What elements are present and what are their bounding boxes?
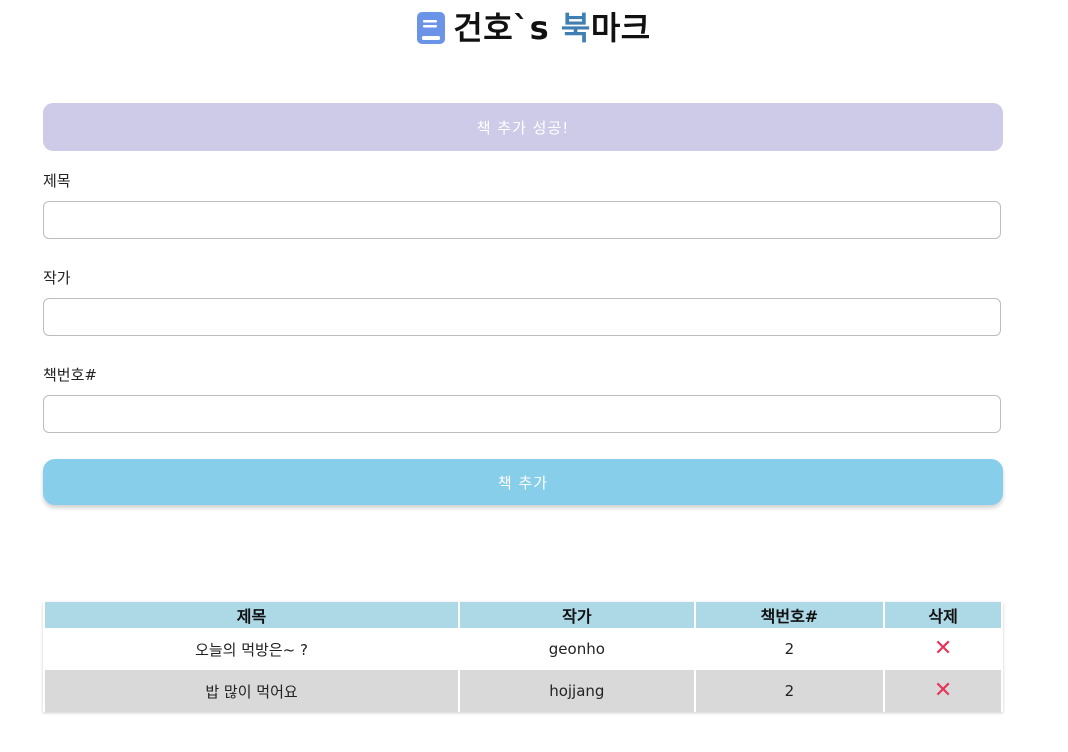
cell-title: 밥 많이 먹어요 xyxy=(42,670,461,712)
title-label: 제목 xyxy=(43,172,71,190)
close-icon[interactable]: ✕ xyxy=(933,678,953,703)
col-header-title: 제목 xyxy=(42,602,461,628)
page-header: 건호`s 북마크 xyxy=(0,8,1068,48)
cell-author: geonho xyxy=(458,628,696,670)
table-row: 오늘의 먹방은~ ? geonho 2 ✕ xyxy=(42,628,1003,670)
author-input[interactable] xyxy=(43,298,1001,336)
cell-delete: ✕ xyxy=(883,628,1003,670)
page-title: 건호`s 북마크 xyxy=(453,8,650,48)
cell-author: hojjang xyxy=(458,670,696,712)
col-header-isbn: 책번호# xyxy=(693,602,886,628)
title-accent: 북 xyxy=(560,9,591,47)
isbn-label: 책번호# xyxy=(43,366,97,384)
table-row: 밥 많이 먹어요 hojjang 2 ✕ xyxy=(42,670,1003,712)
title-main: 건호`s xyxy=(453,9,561,47)
cell-delete: ✕ xyxy=(883,670,1003,712)
isbn-input[interactable] xyxy=(43,395,1001,433)
cell-title: 오늘의 먹방은~ ? xyxy=(42,628,461,670)
add-book-button[interactable]: 책 추가 xyxy=(43,459,1003,505)
success-alert: 책 추가 성공! xyxy=(43,103,1003,151)
author-label: 작가 xyxy=(43,269,71,287)
col-header-author: 작가 xyxy=(458,602,696,628)
book-table: 제목 작가 책번호# 삭제 오늘의 먹방은~ ? geonho 2 ✕ 밥 많이… xyxy=(42,602,1003,712)
close-icon[interactable]: ✕ xyxy=(933,636,953,661)
table-header-row: 제목 작가 책번호# 삭제 xyxy=(42,602,1003,628)
col-header-delete: 삭제 xyxy=(883,602,1003,628)
title-end: 마크 xyxy=(590,9,651,47)
cell-isbn: 2 xyxy=(693,628,886,670)
cell-isbn: 2 xyxy=(693,670,886,712)
title-input[interactable] xyxy=(43,201,1001,239)
book-icon xyxy=(417,12,446,44)
brand: 건호`s 북마크 xyxy=(417,8,650,48)
